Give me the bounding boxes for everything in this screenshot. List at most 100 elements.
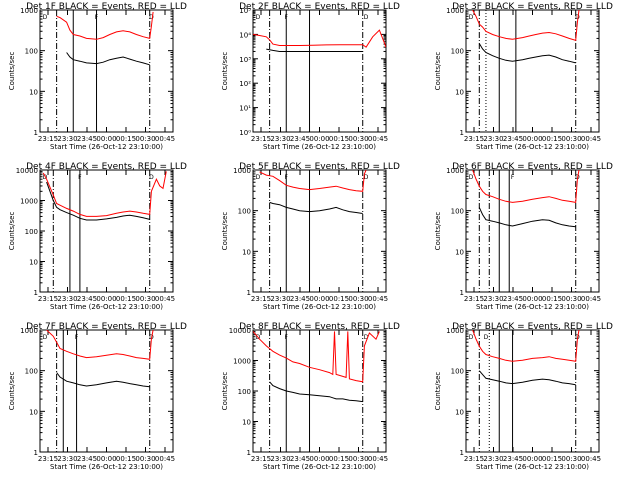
x-tick-label: 00:00 (309, 135, 329, 143)
panel-2: Det 2F BLACK = Events, RED = LLD 10⁰ 10¹ 10… (221, 2, 400, 151)
y-tick-label: 1000 (446, 327, 464, 335)
lld-series-line (253, 331, 380, 383)
panel-title: Det 5F BLACK = Events, RED = LLD (239, 162, 400, 172)
x-tick-label: 00:45 (155, 455, 175, 463)
marker-label: D (43, 334, 48, 341)
events-series-line (46, 181, 150, 221)
x-tick-label: 00:00 (96, 295, 116, 303)
y-tick-label: 1000 (20, 327, 38, 335)
marker-label: D (256, 174, 261, 181)
panel-title: Det 8F BLACK = Events, RED = LLD (239, 322, 400, 332)
y-tick-label: 100 (25, 48, 38, 56)
y-tick-label: 10 (29, 259, 38, 267)
x-tick-label: 00:15 (542, 455, 562, 463)
x-tick-label: 23:15 (464, 455, 484, 463)
lld-series-line (42, 171, 167, 217)
y-axis-label: Counts/sec (8, 372, 16, 411)
x-tick-label: 23:15 (38, 135, 58, 143)
x-tick-label: 23:15 (464, 295, 484, 303)
x-tick-label: 00:45 (155, 135, 175, 143)
panel-title: Det 2F BLACK = Events, RED = LLD (239, 2, 400, 12)
x-tick-label: 00:45 (581, 295, 601, 303)
panel-title: Det 9F BLACK = Events, RED = LLD (452, 322, 613, 332)
y-tick-label: 1 (247, 289, 251, 297)
y-axis-label: Counts/sec (8, 212, 16, 251)
y-tick-label: 1000 (233, 358, 251, 366)
marker-label: D (469, 334, 474, 341)
x-tick-label: 00:00 (522, 295, 542, 303)
x-tick-label: 23:15 (38, 455, 58, 463)
x-tick-label: 00:15 (329, 135, 349, 143)
y-tick-label: 10² (239, 80, 251, 88)
y-axis-label: Counts/sec (434, 52, 442, 91)
x-tick-label: 23:45 (290, 135, 310, 143)
x-tick-label: 23:15 (38, 295, 58, 303)
x-axis-label: Start Time (26-Oct-12 23:10:00) (263, 303, 376, 311)
x-tick-label: 23:45 (77, 295, 97, 303)
x-axis-label: Start Time (26-Oct-12 23:10:00) (50, 143, 163, 151)
y-tick-label: 10³ (239, 56, 251, 64)
x-tick-label: 00:15 (542, 295, 562, 303)
y-tick-label: 10 (455, 408, 464, 416)
x-tick-label: 00:15 (116, 295, 136, 303)
x-axis-label: Start Time (26-Oct-12 23:10:00) (263, 143, 376, 151)
x-tick-label: 00:00 (522, 455, 542, 463)
panel-5: Det 5F BLACK = Events, RED = LLD 1 10 100 10… (221, 162, 400, 311)
x-tick-label: 00:45 (581, 455, 601, 463)
x-tick-label: 23:30 (57, 455, 77, 463)
x-tick-label: 00:30 (135, 455, 155, 463)
y-tick-label: 1000 (446, 7, 464, 15)
marker-label: D (364, 334, 369, 341)
y-tick-label: 10 (455, 248, 464, 256)
y-tick-label: 100 (451, 208, 464, 216)
x-tick-label: 23:30 (483, 135, 503, 143)
lld-series-line (472, 170, 580, 203)
marker-label: D (149, 174, 154, 181)
x-tick-label: 00:30 (348, 455, 368, 463)
panel-4: Det 4F BLACK = Events, RED = LLD 1 10 100 10… (8, 162, 187, 311)
plot-frame (252, 329, 387, 453)
x-tick-label: 00:00 (522, 135, 542, 143)
x-tick-label: 00:00 (309, 455, 329, 463)
y-tick-label: 100 (451, 368, 464, 376)
x-axis-label: Start Time (26-Oct-12 23:10:00) (476, 143, 589, 151)
y-tick-label: 1 (34, 289, 38, 297)
x-tick-label: 23:30 (57, 295, 77, 303)
marker-label: D (43, 14, 48, 21)
x-tick-label: 23:45 (290, 455, 310, 463)
x-axis-label: Start Time (26-Oct-12 23:10:00) (50, 463, 163, 471)
x-tick-label: 00:30 (135, 135, 155, 143)
panel-1: Det 1F BLACK = Events, RED = LLD 1 10 100 10… (8, 2, 187, 151)
plot-frame (39, 9, 174, 133)
marker-label: D (469, 14, 474, 21)
x-tick-label: 23:45 (77, 455, 97, 463)
y-tick-label: 1000 (20, 198, 38, 206)
marker-label: D (149, 14, 154, 21)
x-tick-label: 00:30 (561, 295, 581, 303)
x-axis-label: Start Time (26-Oct-12 23:10:00) (50, 303, 163, 311)
x-tick-label: 00:30 (348, 295, 368, 303)
x-tick-label: 00:00 (309, 295, 329, 303)
x-tick-label: 23:45 (503, 295, 523, 303)
plot-frame (465, 169, 600, 293)
marker-label: F (78, 174, 82, 181)
y-axis-label: Counts/sec (434, 372, 442, 411)
x-tick-label: 00:30 (135, 295, 155, 303)
y-tick-label: 1 (34, 449, 38, 457)
y-tick-label: 10⁰ (239, 129, 251, 137)
lld-series-line (259, 170, 367, 192)
x-tick-label: 00:15 (116, 135, 136, 143)
events-series-line (66, 52, 150, 66)
lld-series-line (472, 330, 580, 362)
y-axis-label: Counts/sec (8, 52, 16, 91)
x-axis-label: Start Time (26-Oct-12 23:10:00) (476, 463, 589, 471)
y-tick-label: 10 (29, 88, 38, 96)
y-tick-label: 1 (247, 449, 251, 457)
x-tick-label: 23:30 (270, 295, 290, 303)
lld-series-line (46, 330, 154, 360)
events-series-line (478, 207, 576, 228)
marker-label: F (511, 174, 515, 181)
y-tick-label: 10 (29, 408, 38, 416)
lld-series-line (56, 11, 154, 40)
y-axis-label: Counts/sec (221, 372, 229, 411)
